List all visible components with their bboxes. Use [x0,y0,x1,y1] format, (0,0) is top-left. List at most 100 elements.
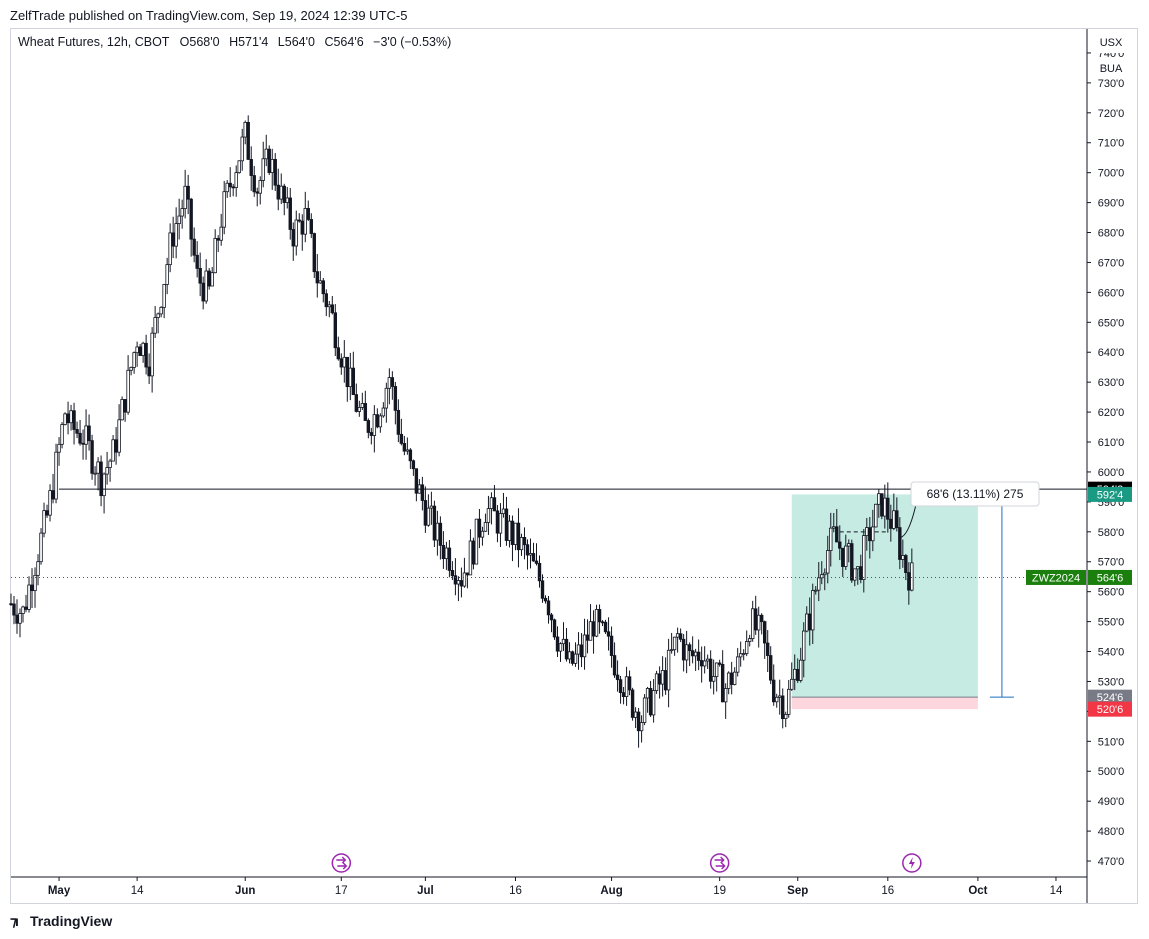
lightning-icon[interactable] [902,853,922,873]
candle-body [639,722,644,732]
y-tick-label: 540'0 [1098,647,1125,659]
candle-body [744,641,749,654]
candle-body [835,526,839,543]
candle-body [594,609,599,637]
candle-body [901,555,905,560]
candle-body [741,653,746,655]
y-tick-label: 530'0 [1098,676,1125,688]
candle-body [228,182,232,188]
tradingview-logo[interactable]: ⁊ı TradingView [10,913,112,930]
candle-body [537,562,542,582]
candle-body [393,386,398,411]
candle-body [775,696,779,703]
candle-body [838,541,842,549]
candle-body [687,644,692,652]
candle-body [441,544,446,560]
candle-body [279,185,283,200]
candle-body [540,580,545,599]
candle-body [456,580,461,585]
publisher-caption: ZelfTrade published on TradingView.com, … [10,8,408,23]
candle-body [910,562,914,591]
candle-body [597,609,602,623]
candle-body [462,572,467,587]
candle-body [844,545,848,567]
candle-body [892,510,896,529]
candle-body [105,467,109,475]
candle-body [45,510,49,516]
candle-body [570,651,575,664]
candle-body [183,185,187,210]
candle-body [282,185,286,203]
tradingview-logo-text: TradingView [30,913,113,929]
candle-body [9,603,13,606]
candle-body [96,461,100,474]
candle-body [564,638,569,660]
candle-body [156,313,160,318]
candle-body [633,711,638,718]
candle-body [150,332,154,377]
candle-body [132,352,136,368]
candle-body [600,621,605,624]
candle-body [591,621,596,637]
entry-price-label: 524'6 [1097,692,1124,704]
candle-body [84,425,88,445]
candle-body [153,317,157,334]
candle-body [750,608,755,640]
forward-arrow-icon[interactable] [331,853,352,873]
candle-body [474,518,479,565]
candle-body [189,198,193,240]
candle-body [465,572,470,576]
candle-body [802,630,806,661]
candle-body [681,638,686,661]
candle-body [114,439,118,453]
candle-body [552,619,557,638]
candle-body [396,409,401,435]
candle-body [898,527,902,560]
currency-usx-button[interactable]: USX [1094,33,1128,53]
candle-body [480,530,485,538]
candle-body [880,493,884,517]
candle-body [240,136,244,162]
candle-body [615,674,620,681]
candle-body [787,688,791,715]
candle-body [333,312,338,349]
tradingview-logo-icon: ⁊ı [10,913,19,929]
candle-body [429,505,434,509]
candle-body [252,175,256,193]
candle-body [285,197,289,203]
candle-body [276,184,280,200]
loss-zone[interactable] [791,697,978,710]
symbol-tag-bg [1026,569,1086,585]
candle-body [832,526,836,529]
candle-body [369,432,374,436]
forward-arrow-icon[interactable] [709,853,730,873]
currency-bua-button[interactable]: BUA [1094,59,1128,79]
candle-body [201,282,205,302]
candle-body [234,172,238,188]
candle-body [324,293,328,308]
y-tick-label: 550'0 [1098,617,1125,629]
candle-body [408,449,413,462]
candle-body [309,219,313,234]
candle-body [567,651,572,660]
legend-low-value: 564'0 [284,35,315,49]
candle-body [513,522,518,545]
candle-body [141,342,145,356]
candle-body [210,272,214,287]
candle-body [708,658,713,682]
candle-body [225,182,229,193]
candle-body [579,644,584,658]
candle-body [354,394,359,412]
candle-body [90,440,94,474]
y-tick-label: 720'0 [1098,108,1125,120]
candle-body [483,522,488,532]
candle-body [102,473,106,497]
target-price-label: 592'4 [1097,489,1124,501]
candle-body [726,672,731,689]
candle-body [868,527,872,542]
candle-body [850,543,854,581]
candle-body [81,442,85,445]
candle-body [763,621,767,644]
candle-body [717,662,722,665]
